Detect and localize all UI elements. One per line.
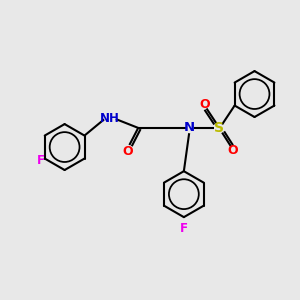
Text: S: S	[214, 121, 224, 135]
Text: F: F	[180, 221, 188, 235]
Text: O: O	[199, 98, 210, 111]
Text: N: N	[184, 122, 195, 134]
Text: O: O	[228, 144, 238, 157]
Text: F: F	[37, 154, 45, 167]
Text: O: O	[123, 145, 133, 158]
Text: NH: NH	[99, 112, 119, 125]
